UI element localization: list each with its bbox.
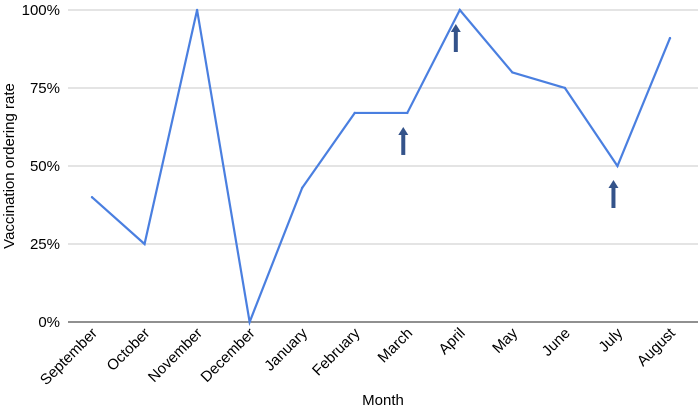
data-point [90, 196, 94, 199]
arrow-shaft [401, 132, 406, 155]
up-arrow-annotation [398, 126, 409, 155]
x-tick-label: February [309, 324, 364, 379]
x-axis-title: Month [362, 392, 404, 409]
arrow-shaft [611, 186, 616, 208]
data-point [248, 320, 251, 324]
arrow-shaft [453, 30, 458, 52]
data-point [143, 242, 146, 246]
arrow-head [608, 180, 619, 188]
x-tick-label: January [261, 324, 311, 374]
arrow-head [450, 24, 461, 32]
x-tick-label: June [539, 325, 574, 360]
data-point [668, 36, 672, 40]
y-tick-labels: 0% 25% 50% 75% 100% [22, 2, 60, 331]
annotations [398, 24, 619, 208]
x-tick-label: April [435, 325, 468, 358]
gridlines [68, 9, 698, 245]
x-tick-label: August [634, 324, 680, 370]
y-axis-title: Vaccination ordering rate [1, 83, 18, 249]
data-point [300, 186, 304, 190]
data-point [511, 71, 514, 74]
x-tick-label: October [104, 325, 154, 375]
y-tick-label: 75% [30, 80, 60, 97]
series-line [91, 8, 672, 327]
up-arrow-annotation [450, 24, 461, 52]
data-point [616, 164, 619, 168]
data-point [353, 111, 356, 115]
x-tick-label: December [198, 325, 259, 386]
data-point [563, 86, 567, 90]
data-point [458, 8, 462, 12]
y-tick-label: 0% [38, 314, 60, 331]
arrow-head [398, 126, 409, 135]
up-arrow-annotation [608, 180, 619, 208]
data-point [406, 111, 409, 115]
y-tick-label: 100% [22, 2, 60, 19]
x-tick-label: July [595, 324, 626, 355]
x-tick-label: March [375, 325, 416, 366]
series [90, 8, 672, 327]
data-point [195, 8, 199, 12]
y-tick-label: 25% [30, 236, 60, 253]
x-tick-label: May [489, 324, 521, 356]
x-tick-label: November [145, 325, 206, 386]
x-tick-label: September [37, 325, 101, 389]
y-tick-label: 50% [30, 158, 60, 175]
